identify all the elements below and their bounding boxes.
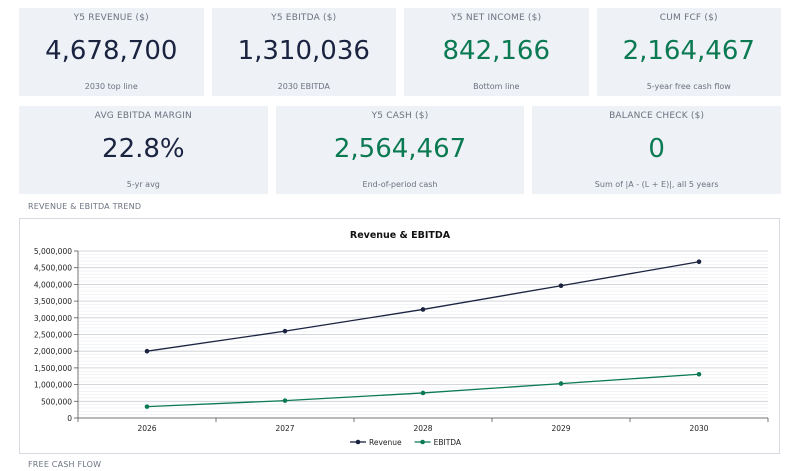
chart-grid: [78, 250, 768, 419]
y-tick-label: 5,000,000: [34, 247, 72, 256]
legend-label-revenue: Revenue: [369, 438, 402, 447]
kpi-label: AVG EBITDA MARGIN: [94, 111, 192, 121]
y-tick-label: 3,500,000: [34, 297, 72, 306]
chart-svg: Revenue & EBITDA 0 500,000 1,000,000 1,500,…: [34, 230, 769, 447]
data-point-ebitda: [144, 404, 150, 409]
legend-marker-ebitda: [420, 439, 425, 445]
chart-axes: 0 500,000 1,000,000 1,500,000 2,000,000 2,500…: [34, 247, 769, 433]
kpi-label: Y5 REVENUE ($): [73, 13, 149, 23]
y-tick-label: 0: [67, 414, 72, 423]
x-tick-label: 2029: [551, 424, 570, 433]
section-title-fcf: FREE CASH FLOW: [28, 460, 102, 469]
kpi-value: 4,678,700: [45, 36, 178, 66]
data-point-ebitda: [282, 398, 288, 403]
legend-label-ebitda: EBITDA: [434, 438, 462, 447]
kpi-card-avg-ebitda-margin: AVG EBITDA MARGIN 22.8% 5-yr avg: [19, 106, 268, 194]
kpi-sub: End-of-period cash: [362, 180, 438, 189]
kpi-value: 0: [648, 134, 665, 164]
series-line-ebitda: [146, 373, 700, 408]
kpi-sub: 5-yr avg: [126, 180, 160, 189]
chart-legend: Revenue EBITDA: [350, 438, 462, 447]
data-point-revenue: [420, 307, 426, 312]
kpi-label: Y5 EBITDA ($): [271, 13, 337, 23]
x-tick-label: 2027: [275, 424, 294, 433]
kpi-value: 2,564,467: [333, 134, 467, 164]
kpi-sub: 2030 top line: [84, 82, 138, 91]
y-tick-label: 4,000,000: [34, 280, 72, 289]
data-point-revenue: [696, 259, 702, 265]
kpi-value: 842,166: [442, 36, 551, 66]
kpi-card-y5-cash: Y5 CASH ($) 2,564,467 End-of-period cash: [275, 106, 525, 194]
y-tick-label: 3,000,000: [34, 314, 72, 323]
kpi-value: 22.8%: [102, 134, 185, 164]
y-tick-label: 500,000: [41, 397, 72, 406]
kpi-value: 2,164,467: [622, 36, 755, 66]
kpi-label: Y5 NET INCOME ($): [451, 13, 542, 23]
kpi-value: 1,310,036: [237, 36, 370, 66]
kpi-sub: 2030 EBITDA: [277, 82, 330, 91]
y-tick-label: 1,000,000: [34, 381, 72, 390]
data-point-revenue: [144, 348, 150, 354]
kpi-label: Y5 CASH ($): [371, 111, 429, 121]
y-tick-label: 2,000,000: [34, 347, 72, 356]
kpi-card-y5-revenue: Y5 REVENUE ($) 4,678,700 2030 top line: [19, 8, 204, 96]
kpi-label: CUM FCF ($): [659, 13, 718, 23]
kpi-label: BALANCE CHECK ($): [609, 111, 705, 121]
chart-series: [144, 259, 702, 409]
data-point-ebitda: [696, 371, 702, 377]
revenue-ebitda-chart: Revenue & EBITDA 0 500,000 1,000,000 1,500,…: [19, 218, 780, 454]
data-point-revenue: [558, 283, 564, 289]
kpi-row-1: Y5 REVENUE ($) 4,678,700 2030 top line Y…: [19, 8, 781, 96]
x-tick-label: 2030: [689, 424, 708, 433]
data-point-ebitda: [558, 381, 564, 386]
x-tick-label: 2028: [413, 424, 432, 433]
y-tick-label: 1,500,000: [34, 364, 72, 373]
chart-title: Revenue & EBITDA: [350, 230, 451, 241]
kpi-card-cum-fcf: CUM FCF ($) 2,164,467 5-year free cash f…: [596, 8, 781, 96]
y-tick-label: 2,500,000: [34, 331, 72, 340]
legend-marker-revenue: [355, 439, 361, 445]
data-point-ebitda: [420, 390, 426, 396]
kpi-row-2: AVG EBITDA MARGIN 22.8% 5-yr avg Y5 CASH…: [19, 106, 782, 194]
kpi-sub: Bottom line: [473, 82, 520, 91]
data-point-revenue: [282, 328, 288, 334]
kpi-card-y5-net-income: Y5 NET INCOME ($) 842,166 Bottom line: [404, 8, 589, 96]
kpi-sub: 5-year free cash flow: [646, 82, 731, 91]
kpi-card-balance-check: BALANCE CHECK ($) 0 Sum of |A - (L + E)|…: [532, 106, 782, 194]
section-title-trend: REVENUE & EBITDA TREND: [28, 202, 142, 211]
kpi-card-y5-ebitda: Y5 EBITDA ($) 1,310,036 2030 EBITDA: [211, 8, 396, 96]
x-tick-label: 2026: [137, 424, 156, 433]
y-tick-label: 4,500,000: [34, 264, 72, 273]
kpi-sub: Sum of |A - (L + E)|, all 5 years: [594, 180, 719, 189]
